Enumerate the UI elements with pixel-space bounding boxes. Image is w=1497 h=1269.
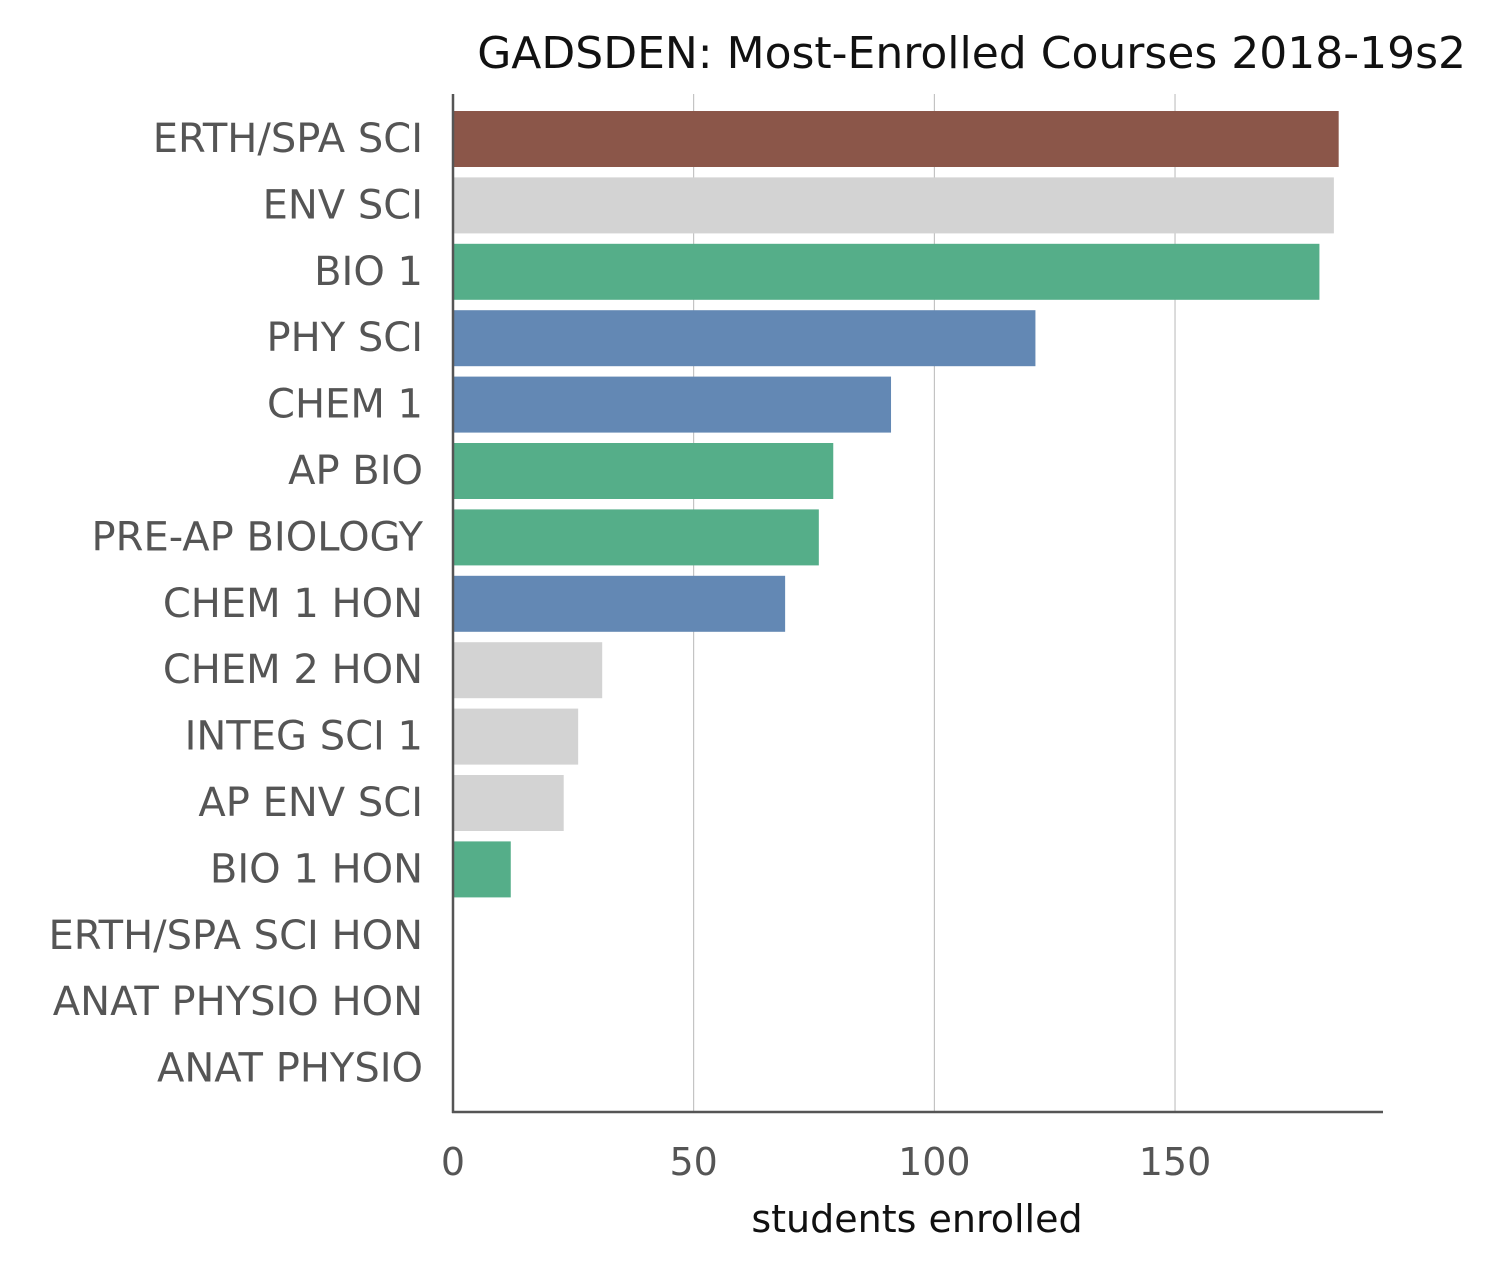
x-tick-label: 0 xyxy=(441,1140,465,1184)
bar xyxy=(453,642,603,699)
bar xyxy=(453,841,511,898)
category-label: CHEM 1 HON xyxy=(163,581,423,627)
bar xyxy=(453,177,1334,234)
y-axis-labels: ERTH/SPA SCI ENV SCI BIO 1 PHY SCI CHEM 1 AP … xyxy=(49,116,424,1092)
category-label: ERTH/SPA SCI xyxy=(153,116,423,162)
bar xyxy=(453,509,819,566)
x-tick-label: 50 xyxy=(669,1140,717,1184)
category-label: ENV SCI xyxy=(263,182,423,228)
bar xyxy=(453,310,1036,367)
bar xyxy=(453,443,834,499)
category-label: AP BIO xyxy=(288,448,423,494)
category-label: BIO 1 HON xyxy=(210,846,423,892)
x-axis-title: students enrolled xyxy=(751,1197,1082,1241)
category-label: CHEM 1 xyxy=(267,382,423,428)
category-label: AP ENV SCI xyxy=(198,780,423,826)
bar xyxy=(453,376,892,433)
chart-title: GADSDEN: Most-Enrolled Courses 2018-19s2 xyxy=(477,28,1466,79)
bar xyxy=(453,775,564,831)
category-label: PHY SCI xyxy=(267,315,423,361)
category-label: ANAT PHYSIO HON xyxy=(53,979,423,1025)
bar xyxy=(453,243,1320,300)
category-label: INTEG SCI 1 xyxy=(185,714,423,760)
bar xyxy=(453,111,1339,167)
x-tick-label: 150 xyxy=(1139,1140,1212,1184)
x-axis-ticks: 0 50 100 150 xyxy=(441,1140,1211,1184)
bar xyxy=(453,575,786,632)
category-label: ERTH/SPA SCI HON xyxy=(49,913,424,959)
category-label: ANAT PHYSIO xyxy=(157,1046,423,1092)
category-label: BIO 1 xyxy=(314,249,423,295)
bar xyxy=(453,708,579,765)
bars-group xyxy=(453,111,1339,898)
x-tick-label: 100 xyxy=(898,1140,971,1184)
category-label: CHEM 2 HON xyxy=(163,647,423,693)
category-label: PRE-AP BIOLOGY xyxy=(92,514,424,560)
